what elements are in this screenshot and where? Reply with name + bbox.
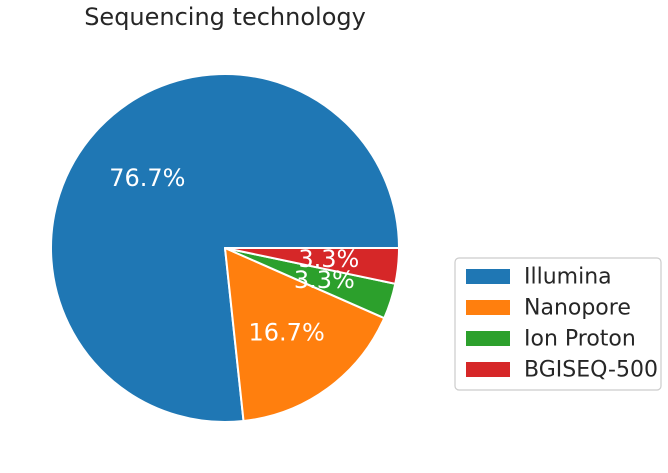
pie-slice-bgiseq-500 [224, 247, 400, 285]
legend-swatch-bgiseq-500 [466, 362, 510, 377]
legend-label-bgiseq-500: BGISEQ-500 [524, 358, 658, 383]
pct-label-ion-proton: 3.3% [294, 266, 355, 294]
chart-legend: Illumina Nanopore Ion Proton BGISEQ-500 [454, 257, 662, 391]
pie-slice-nanopore [224, 247, 386, 423]
pct-label-illumina: 76.7% [109, 164, 185, 192]
pct-label-nanopore: 16.7% [249, 318, 325, 346]
legend-label-nanopore: Nanopore [524, 296, 631, 321]
legend-items: Illumina Nanopore Ion Proton BGISEQ-500 [466, 265, 658, 383]
percentage-labels: 76.7% 16.7% 3.3%3.3% [109, 164, 359, 346]
legend-swatch-illumina [466, 269, 510, 284]
chart-title: Sequencing technology [84, 3, 366, 31]
legend-swatch-ion-proton [466, 331, 510, 346]
legend-frame [454, 257, 662, 391]
pct-label-bgiseq-500: 3.3% [298, 245, 359, 273]
legend-swatch-nanopore [466, 300, 510, 315]
pie-slices [50, 73, 400, 423]
legend-label-illumina: Illumina [524, 265, 612, 290]
legend-label-ion-proton: Ion Proton [524, 327, 636, 352]
